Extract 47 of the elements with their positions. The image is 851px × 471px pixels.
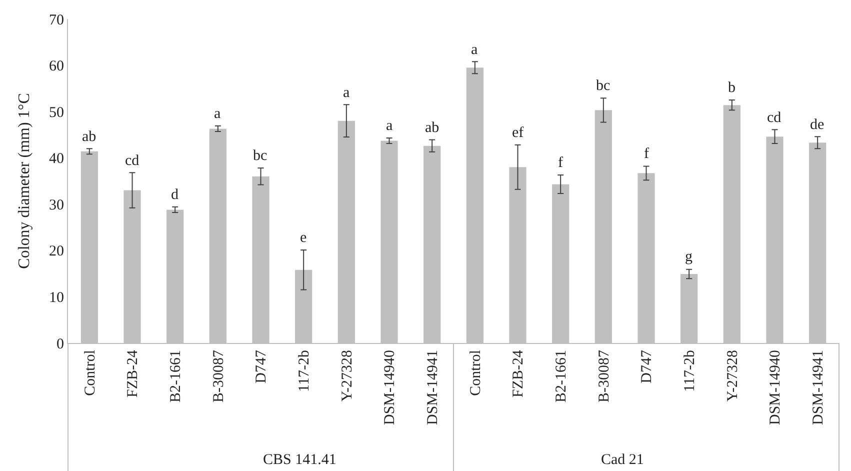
x-tick-label: DSM-14940 <box>382 350 398 426</box>
data-label: e <box>300 230 307 246</box>
x-tick-label: 117-2b <box>682 350 698 392</box>
x-tick-label: D747 <box>254 350 270 384</box>
data-label: ef <box>512 125 524 141</box>
data-label: a <box>343 85 350 101</box>
data-label: f <box>644 146 649 162</box>
y-tick-label: 20 <box>49 244 64 260</box>
x-tick-label: 117-2b <box>296 350 312 392</box>
y-tick-label: 0 <box>56 336 64 352</box>
y-tick-label: 70 <box>49 12 64 28</box>
data-label: ab <box>425 120 440 136</box>
x-tick-label: FZB-24 <box>510 350 527 398</box>
x-tick-label: D747 <box>639 350 656 384</box>
x-tick-label: B2-1661 <box>168 350 184 402</box>
y-tick-label: 60 <box>49 58 64 75</box>
data-label: b <box>728 80 736 96</box>
data-label: de <box>810 117 824 133</box>
y-axis-title: Colony diameter (mm) 1°C <box>16 93 33 269</box>
y-tick-label: 30 <box>49 197 64 214</box>
x-tick-label: FZB-24 <box>125 350 142 398</box>
data-label: cd <box>125 153 140 169</box>
data-label: a <box>214 106 221 122</box>
y-tick-label: 40 <box>49 151 64 168</box>
x-axis-title: Cad 21 <box>601 452 644 468</box>
data-label: a <box>386 118 393 134</box>
data-label: g <box>685 249 693 265</box>
x-tick-label: Control <box>468 350 484 396</box>
data-label: ab <box>82 129 96 145</box>
x-tick-label: B-30087 <box>210 350 227 402</box>
x-tick-label: B-30087 <box>596 350 612 402</box>
x-tick-label: Y-27328 <box>339 350 356 402</box>
data-label: bc <box>596 78 610 94</box>
y-tick-label: 10 <box>49 290 64 306</box>
x-tick-label: DSM-14941 <box>810 350 826 426</box>
x-tick-label: DSM-14941 <box>424 350 441 426</box>
data-label: d <box>171 187 179 203</box>
x-tick-label: DSM-14940 <box>768 350 784 426</box>
y-tick-label: 50 <box>49 104 64 121</box>
data-label: a <box>471 42 478 58</box>
x-tick-label: Control <box>82 350 98 396</box>
data-label: f <box>558 155 563 171</box>
data-label: bc <box>253 148 268 164</box>
x-axis-title: CBS 141.41 <box>263 452 336 468</box>
x-tick-label: Y-27328 <box>724 350 741 402</box>
x-tick-label: B2-1661 <box>553 350 570 402</box>
data-label: cd <box>767 110 782 126</box>
